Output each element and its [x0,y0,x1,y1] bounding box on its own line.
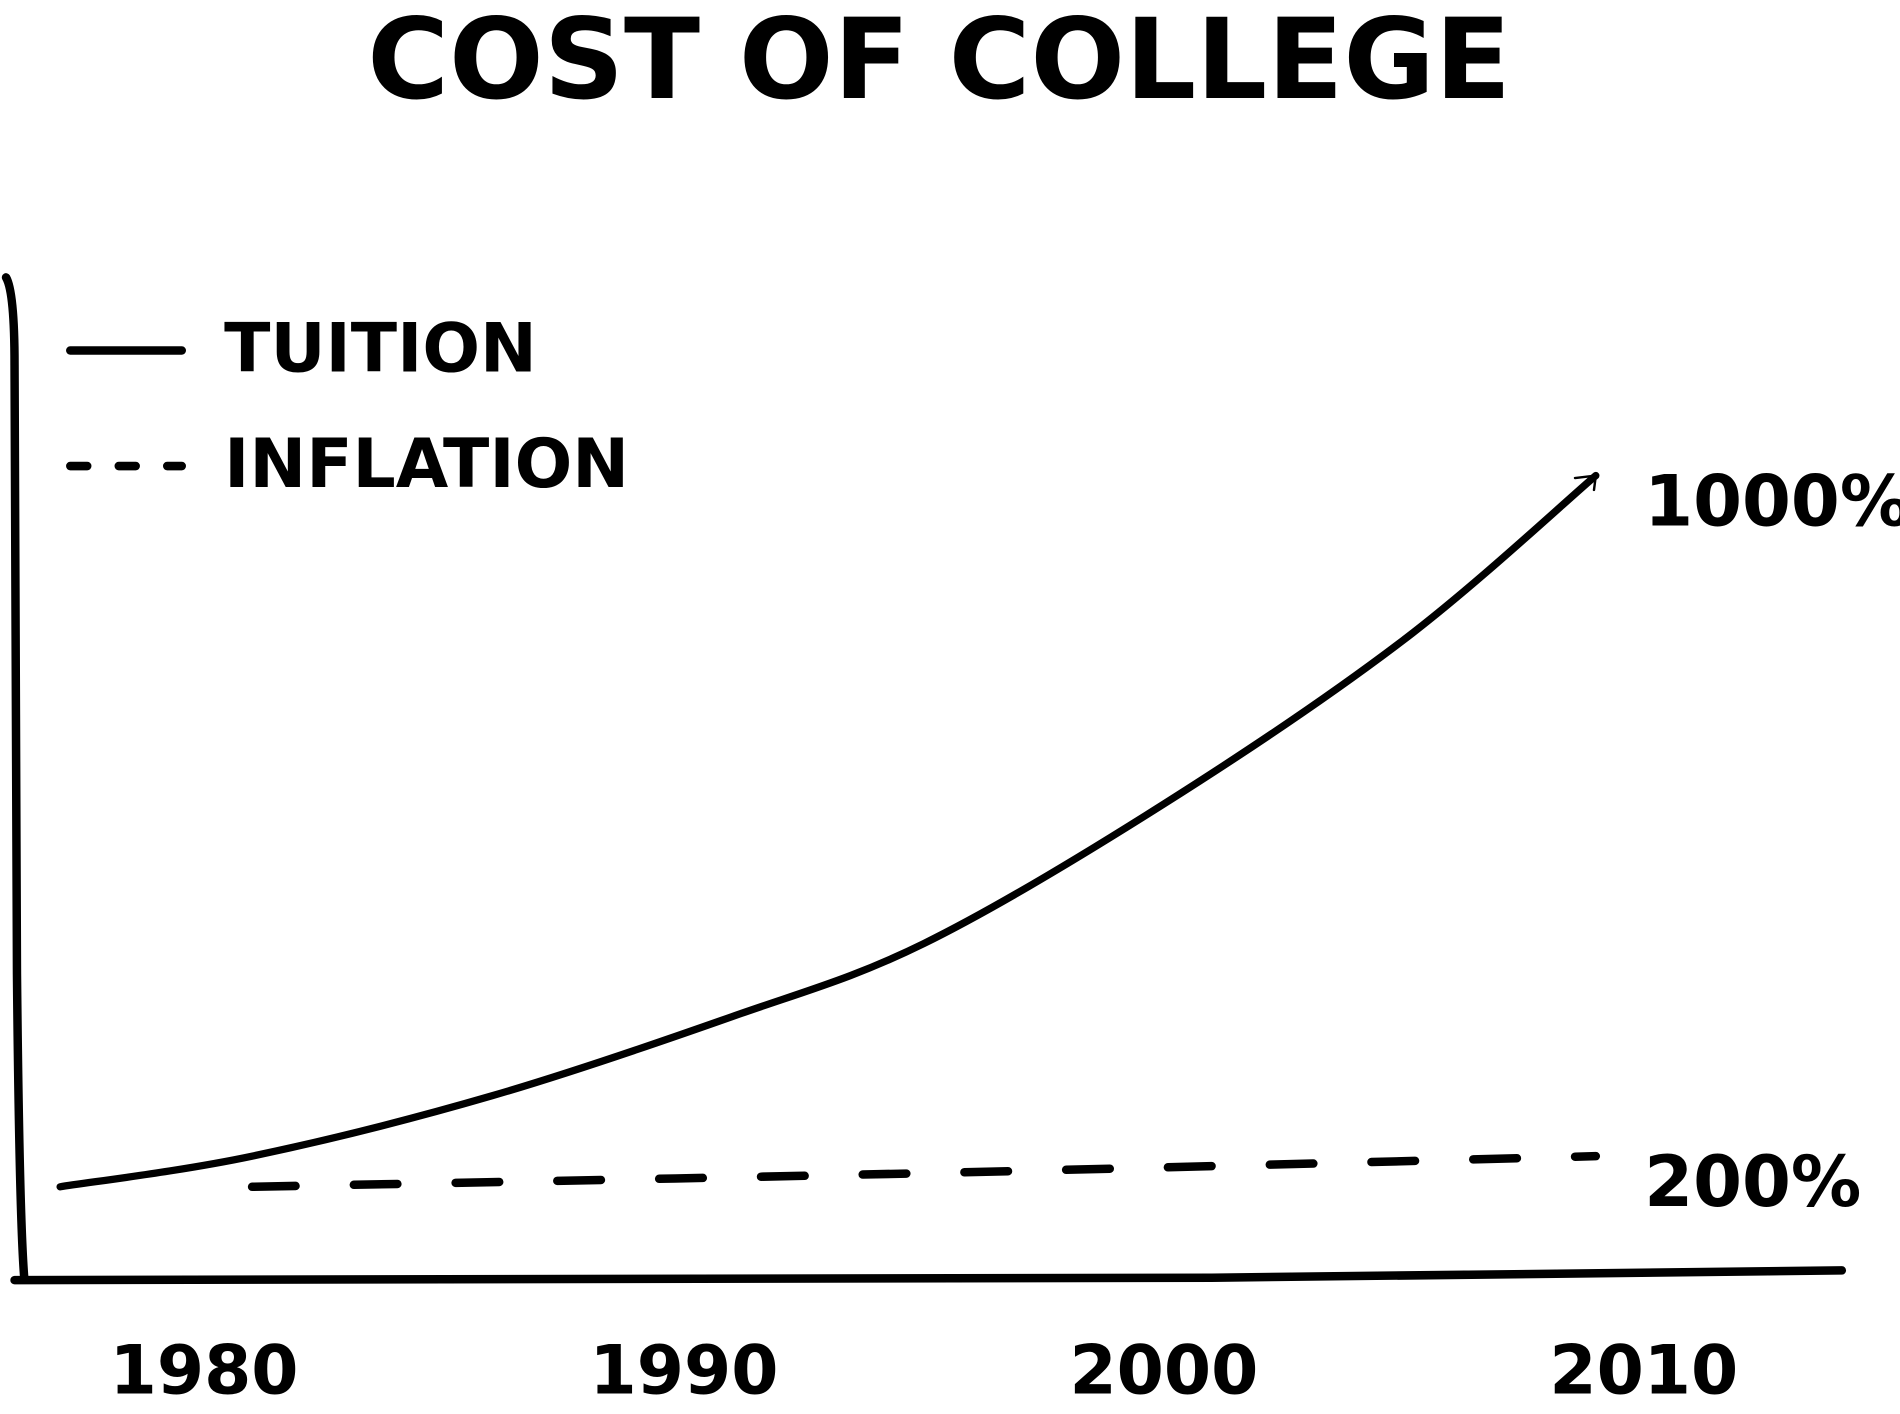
x-axis [10,1266,1847,1285]
x-tick-label: 2000 [1069,1332,1258,1411]
x-tick-label: 2010 [1549,1332,1738,1411]
chart-title: COST OF COLLEGE [367,0,1511,125]
value-label: 200% [1644,1141,1861,1223]
tuition-line [56,471,1600,1191]
legend-label: TUITION [224,309,537,388]
value-label: 1000% [1644,460,1900,542]
x-tick-label: 1990 [590,1332,779,1411]
y-axis [1,273,29,1282]
x-tick-label: 1980 [110,1332,299,1411]
inflation-line [247,1151,1601,1192]
legend-label: INFLATION [224,425,629,504]
